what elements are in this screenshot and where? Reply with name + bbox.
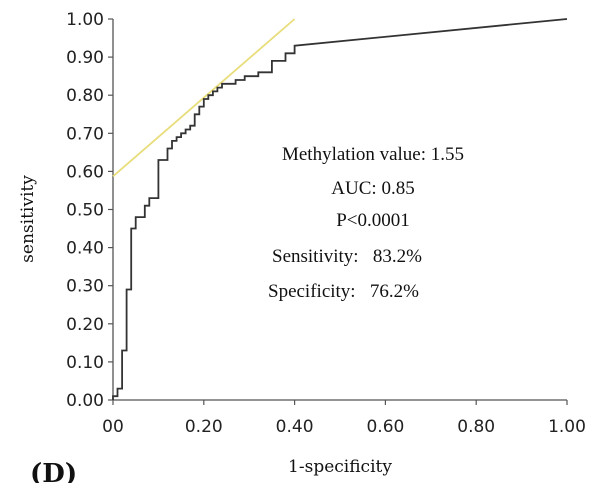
annotation-auc: AUC: 0.85	[331, 178, 414, 199]
y-tick-label: 0.50	[66, 201, 104, 221]
reference-line	[112, 18, 296, 178]
annotation-sensitivity: Sensitivity: 83.2%	[272, 246, 422, 267]
series-group	[112, 18, 568, 400]
y-axis-ticks: 0.00 0.10 0.20 0.30 0.40 0.50 0.60 0.70 0.80 0.90…	[66, 10, 113, 411]
y-tick-label: 0.60	[66, 162, 104, 182]
x-tick-label: 0.80	[457, 417, 495, 437]
x-axis-ticks: 00 0.20 0.40 0.60 0.80 1.00	[102, 400, 586, 437]
y-tick-label: 0.20	[66, 315, 104, 335]
roc-curve	[112, 18, 568, 400]
y-tick-label: 0.10	[66, 353, 104, 373]
annotation-specificity: Specificity: 76.2%	[268, 281, 419, 302]
x-tick-label: 0.40	[276, 417, 314, 437]
y-tick-label: 0.90	[66, 48, 104, 68]
y-axis-title: sensitivity	[18, 175, 38, 263]
x-axis-title: 1-specificity	[288, 457, 392, 477]
annotation-methylation-value: Methylation value: 1.55	[282, 144, 464, 165]
x-tick-label: 0.60	[366, 417, 404, 437]
y-tick-label: 1.00	[66, 10, 104, 30]
y-tick-label: 0.00	[66, 391, 104, 411]
y-tick-label: 0.80	[66, 86, 104, 106]
y-tick-label: 0.70	[66, 124, 104, 144]
annotation-p-value: P<0.0001	[336, 210, 410, 231]
panel-label: (D)	[30, 459, 77, 483]
y-tick-label: 0.40	[66, 239, 104, 259]
y-tick-label: 0.30	[66, 277, 104, 297]
x-tick-label: 0.20	[185, 417, 223, 437]
x-tick-label: 1.00	[548, 417, 586, 437]
x-tick-label: 00	[102, 417, 124, 437]
